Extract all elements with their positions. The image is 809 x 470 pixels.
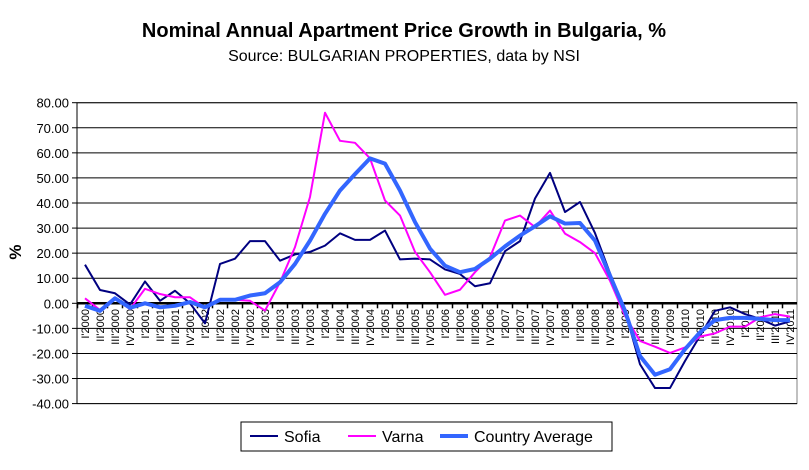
x-tick-label: III'2004 [350,309,362,345]
x-tick-label: III'2003 [290,309,302,345]
y-tick-label: -30.00 [32,372,69,387]
x-tick-label: III'2000 [110,309,122,345]
y-tick-label: 70.00 [36,121,69,136]
x-tick-label: III'2011 [770,309,782,344]
x-tick-label: I'2004 [320,309,332,339]
x-tick-label: I'2009 [620,309,632,339]
legend-label-country-average: Country Average [474,429,593,446]
x-tick-label: IV'2008 [605,309,617,346]
y-tick-label: 50.00 [36,171,69,186]
x-tick-label: III'2001 [170,309,182,345]
x-tick-label: III'2006 [470,309,482,345]
x-tick-label: I'2010 [680,309,692,339]
y-tick-label: 60.00 [36,146,69,161]
x-tick-label: II'2000 [95,309,107,342]
x-tick-label: IV'2006 [485,309,497,346]
x-tick-label: IV'2011 [785,309,797,345]
chart-subtitle: Source: BULGARIAN PROPERTIES, data by NS… [228,48,580,65]
x-tick-label: IV'2003 [305,309,317,346]
x-tick-label: II'2002 [215,309,227,342]
legend-label-varna: Varna [382,429,424,446]
x-tick-label: IV'2007 [545,309,557,346]
y-tick-label: -10.00 [32,321,69,336]
x-tick-label: I'2008 [560,309,572,339]
x-tick-label: I'2003 [260,309,272,339]
x-tick-label: II'2009 [635,309,647,342]
x-tick-label: III'2008 [590,309,602,345]
x-tick-label: II'2003 [275,309,287,342]
x-tick-label: IV'2002 [245,309,257,346]
y-tick-label: 40.00 [36,196,69,211]
x-tick-label: II'2001 [155,309,167,342]
x-tick-label: II'2006 [455,309,467,342]
x-tick-label: III'2007 [530,309,542,345]
x-tick-label: II'2004 [335,309,347,342]
x-tick-label: III'2005 [410,309,422,345]
x-tick-label: III'2009 [650,309,662,345]
x-tick-label: I'2000 [80,309,92,339]
x-tick-label: III'2002 [230,309,242,345]
x-tick-label: I'2005 [380,309,392,339]
x-tick-label: I'2002 [200,309,212,339]
y-tick-label: 30.00 [36,221,69,236]
chart-title: Nominal Annual Apartment Price Growth in… [142,20,666,42]
x-tick-label: I'2007 [500,309,512,339]
x-tick-label: II'2007 [515,309,527,342]
x-tick-label: IV'2001 [185,309,197,346]
legend-label-sofia: Sofia [284,429,321,446]
series-line-country-average [84,156,790,377]
y-tick-label: -40.00 [32,397,69,412]
y-axis-label: % [6,244,25,259]
x-tick-label: IV'2004 [365,309,377,346]
x-tick-label: II'2011 [755,309,767,341]
x-tick-label: II'2008 [575,309,587,342]
x-tick-label: IV'2005 [425,309,437,346]
x-tick-label: IV'2009 [665,309,677,346]
y-tick-label: -20.00 [32,346,69,361]
y-tick-label: 0.00 [44,296,69,311]
x-tick-label: I'2006 [440,309,452,339]
x-tick-label: II'2005 [395,309,407,342]
series-line-sofia [84,171,791,390]
legend: Sofia Varna Country Average [240,421,613,452]
y-tick-label: 10.00 [36,271,69,286]
x-tick-label: I'2001 [140,309,152,339]
y-tick-label: 80.00 [36,96,69,111]
x-tick-label: IV'2000 [125,309,137,346]
y-tick-label: 20.00 [36,246,69,261]
